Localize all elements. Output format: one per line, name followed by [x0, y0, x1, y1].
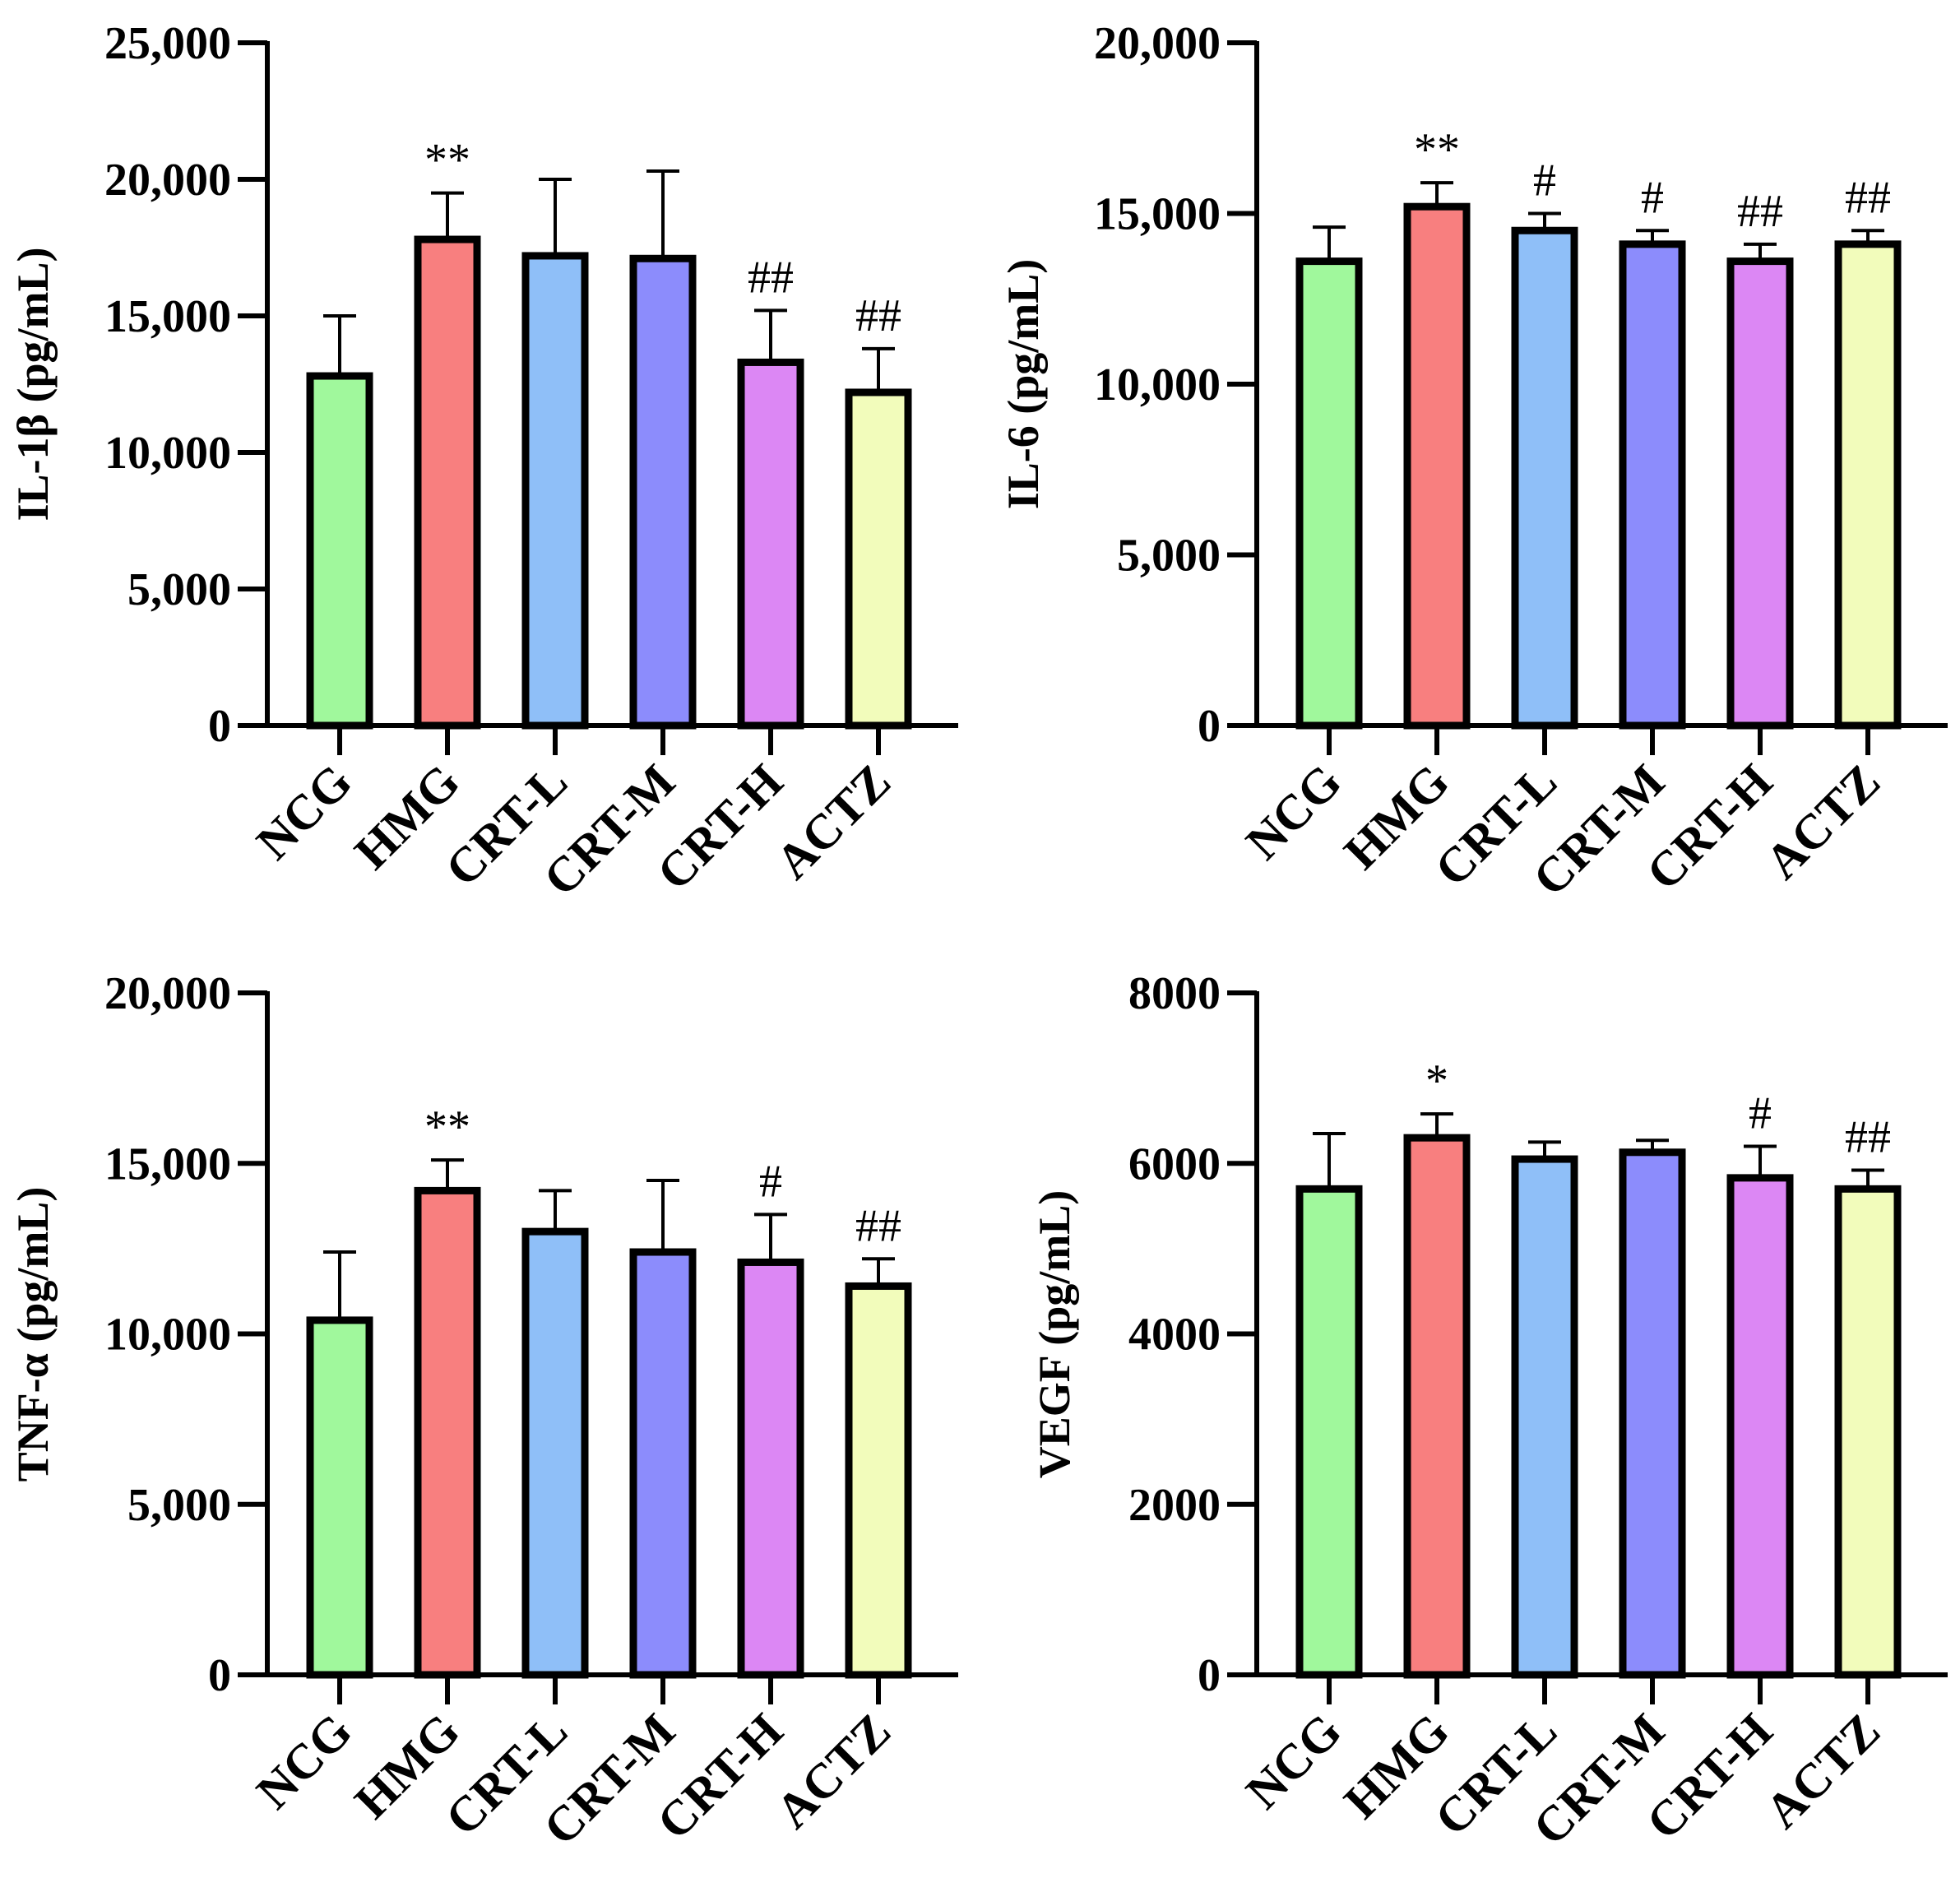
- significance-label: ##: [1845, 1112, 1891, 1163]
- bar-ncg: [306, 1316, 373, 1679]
- category-label: ACTZ: [1755, 1704, 1891, 1839]
- y-tick-label: 20,000: [104, 155, 231, 206]
- bar-crt-l: [521, 1227, 589, 1679]
- bar-crt-m: [1619, 240, 1686, 730]
- significance-label: **: [424, 135, 470, 186]
- significance-label: ##: [855, 290, 901, 341]
- bar-ncg: [1295, 1185, 1363, 1679]
- significance-label: #: [1749, 1088, 1772, 1139]
- y-tick-label: 10,000: [104, 428, 231, 479]
- category-label: ACTZ: [766, 1704, 901, 1839]
- y-tick-label: 2000: [1128, 1480, 1221, 1531]
- y-tick-label: 25,000: [104, 18, 231, 69]
- category-label: NCG: [1235, 1704, 1351, 1820]
- y-tick-label: 15,000: [104, 1138, 231, 1189]
- significance-label: ##: [1737, 186, 1783, 237]
- y-tick-label: 4000: [1128, 1310, 1221, 1361]
- bar-ncg: [1295, 257, 1363, 730]
- bar-crt-h: [1726, 257, 1794, 730]
- y-tick-label: 20,000: [104, 968, 231, 1019]
- bar-ncg: [306, 372, 373, 730]
- significance-label: ##: [748, 252, 794, 303]
- category-label: ACTZ: [766, 754, 901, 890]
- panel-il1b: 0 5,000 10,000 15,000 20,000 25,000 IL-1β (pg/…: [8, 18, 958, 907]
- bar-crt-m: [629, 254, 697, 730]
- bar-crt-h: [1726, 1174, 1794, 1679]
- bar-crt-h: [737, 358, 804, 730]
- category-label: ACTZ: [1755, 754, 1891, 890]
- category-label: NCG: [246, 1704, 362, 1820]
- panel-tnfa: 0 5,000 10,000 15,000 20,000 TNF-α (pg/mL) NCG…: [8, 968, 958, 1856]
- significance-label: *: [1425, 1055, 1448, 1106]
- y-tick-label: 8000: [1128, 968, 1221, 1019]
- bar-crt-h: [737, 1258, 804, 1679]
- significance-label: **: [1414, 124, 1460, 175]
- significance-label: ##: [855, 1200, 901, 1251]
- y-axis-title: IL-6 (pg/mL): [999, 259, 1048, 510]
- significance-label: #: [759, 1156, 782, 1207]
- y-tick-label: 20,000: [1094, 18, 1221, 69]
- y-tick-label: 0: [1198, 1650, 1221, 1701]
- y-tick-label: 5,000: [127, 564, 231, 615]
- y-tick-label: 6000: [1128, 1138, 1221, 1189]
- bar-actz: [1834, 240, 1902, 730]
- significance-label: **: [424, 1101, 470, 1152]
- bar-hmg: [414, 235, 481, 730]
- significance-label: #: [1641, 172, 1664, 223]
- y-axis-title: TNF-α (pg/mL): [8, 1187, 58, 1482]
- bar-actz: [845, 388, 912, 730]
- y-axis-title: VEGF (pg/mL): [1030, 1190, 1079, 1479]
- bar-crt-l: [521, 252, 589, 730]
- bar-hmg: [1403, 1134, 1471, 1679]
- category-label: NCG: [1235, 754, 1351, 870]
- category-label: NCG: [246, 754, 362, 870]
- bar-crt-l: [1511, 1155, 1578, 1679]
- y-tick-label: 0: [208, 1650, 231, 1701]
- y-tick-label: 0: [208, 701, 231, 752]
- bar-actz: [845, 1282, 912, 1679]
- y-tick-label: 5,000: [1117, 531, 1221, 582]
- significance-label: #: [1533, 155, 1556, 206]
- y-tick-label: 10,000: [1094, 359, 1221, 410]
- bar-hmg: [1403, 202, 1471, 730]
- y-tick-label: 0: [1198, 701, 1221, 752]
- bar-crt-m: [629, 1248, 697, 1679]
- y-tick-label: 15,000: [1094, 189, 1221, 240]
- bar-crt-l: [1511, 226, 1578, 730]
- significance-label: ##: [1845, 172, 1891, 223]
- y-tick-label: 10,000: [104, 1310, 231, 1361]
- bar-hmg: [414, 1186, 481, 1679]
- y-tick-label: 5,000: [127, 1480, 231, 1531]
- y-tick-label: 15,000: [104, 291, 231, 342]
- bar-actz: [1834, 1185, 1902, 1679]
- y-axis-title: IL-1β (pg/mL): [8, 248, 58, 522]
- bar-crt-m: [1619, 1148, 1686, 1679]
